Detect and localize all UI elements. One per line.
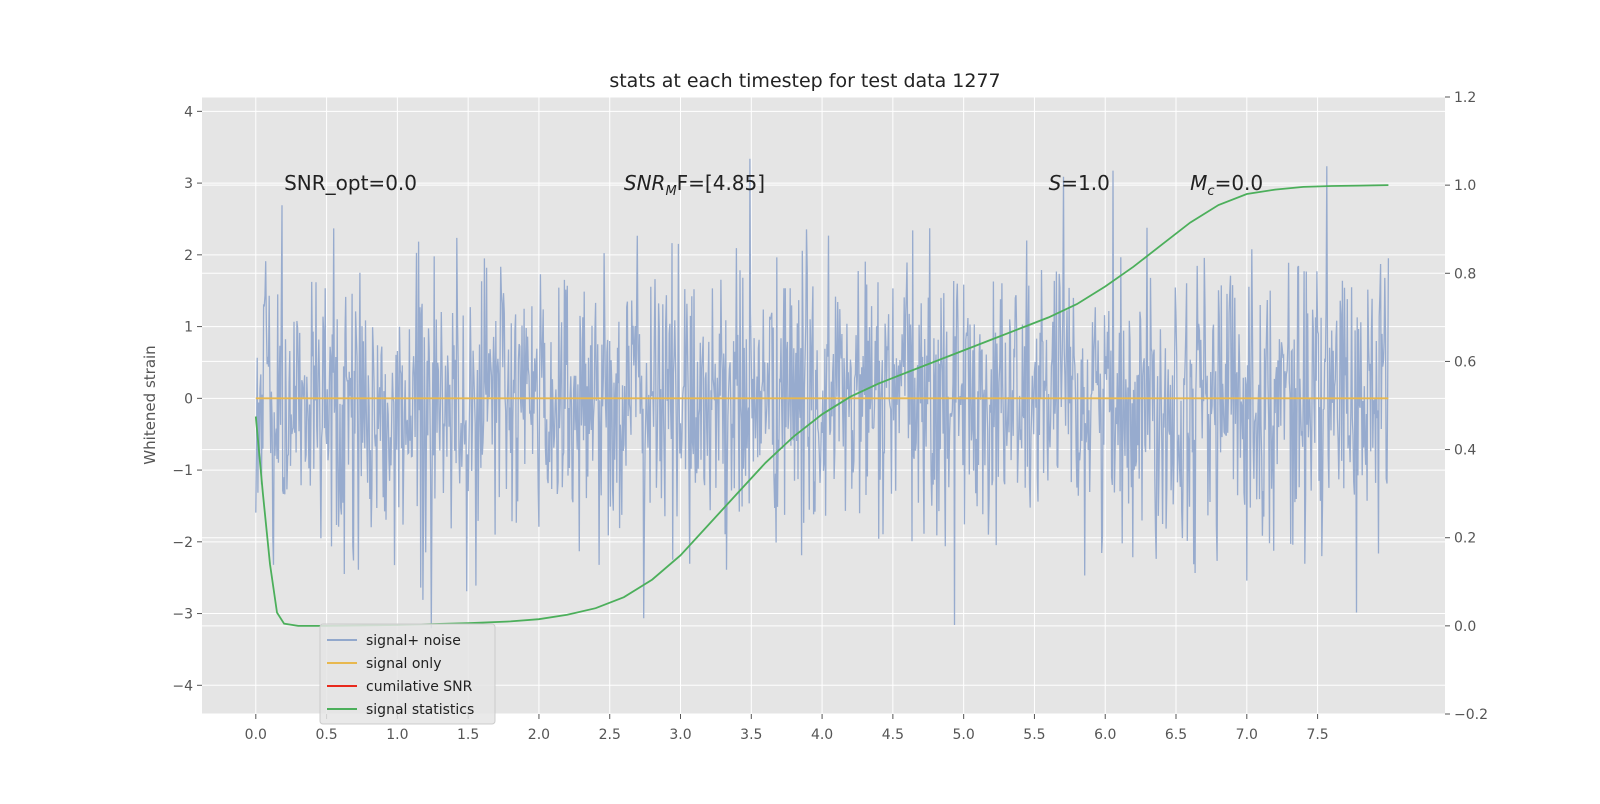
x-tick-label: 1.5 bbox=[457, 727, 479, 743]
y2-tick-label: 0.6 bbox=[1454, 354, 1476, 370]
x-tick-label: 4.0 bbox=[811, 727, 833, 743]
x-tick-label: 3.5 bbox=[740, 727, 762, 743]
annotation-main: M bbox=[1190, 171, 1207, 195]
annotation-main: S bbox=[1049, 171, 1062, 195]
annotation-rest: =0.0 bbox=[1215, 171, 1264, 195]
y-axis-label: Whitened strain bbox=[141, 345, 159, 464]
x-tick-label: 6.5 bbox=[1165, 727, 1187, 743]
x-axis-ticks: 0.0 0.5 1.0 1.5 2.0 2.5 3.0 3.5 4.0 4.5 5.0 5.5 6.0 6… bbox=[245, 714, 1329, 743]
chart-title: stats at each timestep for test data 127… bbox=[609, 70, 1000, 92]
annotation-main: SNR bbox=[624, 171, 666, 195]
y2-tick-label: 0.2 bbox=[1454, 531, 1476, 547]
y-tick-label: 0 bbox=[184, 391, 193, 407]
annotation-sub: c bbox=[1207, 184, 1214, 199]
y-tick-label: −2 bbox=[172, 535, 193, 551]
y2-tick-label: 0.8 bbox=[1454, 266, 1476, 282]
annotation-2: S=1.0 bbox=[1049, 171, 1110, 195]
x-tick-label: 3.0 bbox=[669, 727, 691, 743]
x-tick-label: 5.5 bbox=[1023, 727, 1045, 743]
x-tick-label: 6.0 bbox=[1094, 727, 1116, 743]
y-tick-label: −4 bbox=[172, 678, 193, 694]
x-tick-label: 1.0 bbox=[386, 727, 408, 743]
y2-tick-label: 0.0 bbox=[1454, 619, 1476, 635]
y2-tick-label: 1.2 bbox=[1454, 90, 1476, 106]
y-tick-label: 1 bbox=[184, 320, 193, 336]
x-tick-label: 5.0 bbox=[953, 727, 975, 743]
legend-box bbox=[319, 623, 496, 725]
annotation-0: SNR_opt=0.0 bbox=[284, 171, 417, 195]
y-tick-label: −1 bbox=[172, 463, 193, 479]
annotation-1: SNRMF=[4.85] bbox=[624, 171, 765, 199]
x-tick-label: 7.0 bbox=[1236, 727, 1258, 743]
y2-axis-ticks: −0.2 0.0 0.2 0.4 0.6 0.8 1.0 1.2 bbox=[1445, 90, 1488, 723]
annotation-sub: M bbox=[665, 184, 676, 199]
noise-trace bbox=[255, 158, 1390, 629]
y-axis-ticks: −4 −3 −2 −1 0 1 2 3 4 bbox=[172, 104, 202, 694]
y2-tick-label: −0.2 bbox=[1454, 707, 1488, 723]
annotation-rest: F=[4.85] bbox=[677, 171, 765, 195]
x-tick-label: 2.5 bbox=[599, 727, 621, 743]
annotation-rest: =1.0 bbox=[1061, 171, 1110, 195]
y-tick-label: −3 bbox=[172, 607, 193, 623]
x-tick-label: 4.5 bbox=[882, 727, 904, 743]
legend: signal+ noise signal only cumilative SNR si… bbox=[319, 623, 496, 725]
x-tick-label: 0.0 bbox=[245, 727, 267, 743]
y-tick-label: 2 bbox=[184, 248, 193, 264]
x-tick-label: 0.5 bbox=[315, 727, 337, 743]
annotation-3: Mc=0.0 bbox=[1190, 171, 1263, 199]
legend-label: signal statistics bbox=[366, 702, 474, 718]
series-signal-plus-noise bbox=[255, 158, 1390, 629]
x-tick-label: 2.0 bbox=[528, 727, 550, 743]
legend-label: signal only bbox=[366, 656, 441, 672]
y-tick-label: 4 bbox=[184, 104, 193, 120]
x-tick-label: 7.5 bbox=[1306, 727, 1328, 743]
annotations: SNR_opt=0.0 SNRMF=[4.85] S=1.0 Mc=0.0 bbox=[284, 171, 1263, 199]
y2-tick-label: 1.0 bbox=[1454, 178, 1476, 194]
y2-tick-label: 0.4 bbox=[1454, 443, 1476, 459]
legend-label: signal+ noise bbox=[366, 633, 461, 649]
y-tick-label: 3 bbox=[184, 176, 193, 192]
legend-label: cumilative SNR bbox=[366, 679, 473, 695]
